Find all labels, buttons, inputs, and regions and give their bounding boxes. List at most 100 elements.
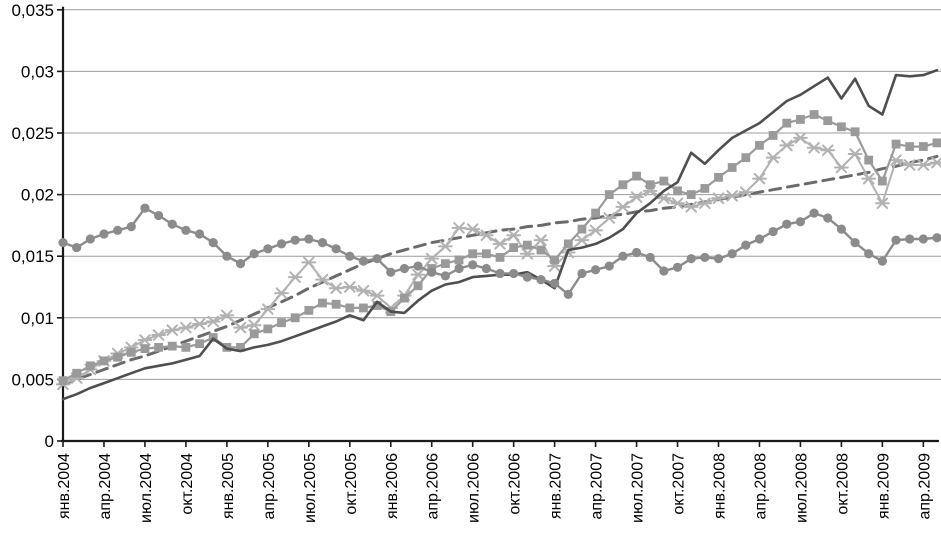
series-circle-markers-point xyxy=(153,210,164,221)
series-circle-markers-point xyxy=(72,242,82,253)
series-square-markers-point xyxy=(823,116,833,126)
series-star-markers-point xyxy=(178,321,194,334)
x-tick-label: июл.2005 xyxy=(302,453,319,523)
series-square-markers-point xyxy=(113,352,123,362)
series-square-markers-point xyxy=(85,361,95,371)
series-star-markers-point xyxy=(601,212,617,224)
x-tick-label: янв.2006 xyxy=(384,453,401,519)
series-star-markers-point xyxy=(615,201,631,213)
series-star-markers-point xyxy=(588,224,603,237)
series-circle-markers-point xyxy=(454,263,464,274)
series-circle-markers-point xyxy=(768,226,778,237)
series-circle-markers-point xyxy=(276,239,287,249)
series-star-markers-point xyxy=(233,321,248,334)
series-circle-markers-point xyxy=(440,271,450,281)
series-star-markers-point xyxy=(779,139,795,152)
series-circle-markers-point xyxy=(577,268,587,279)
y-tick-label: 0,015 xyxy=(11,247,54,266)
x-tick-label: янв.2004 xyxy=(56,453,73,519)
series-circle-markers-point xyxy=(85,234,95,244)
series-circle-markers-point xyxy=(509,268,519,279)
series-star-markers-point xyxy=(164,324,180,336)
series-square-markers-point xyxy=(195,339,204,349)
series-square-markers-point xyxy=(864,155,874,165)
series-square-markers-point xyxy=(700,184,710,193)
series-square-markers-point xyxy=(413,281,423,291)
series-square-markers-point xyxy=(891,139,901,149)
series-circle-markers-point xyxy=(235,258,246,269)
series-circle-markers-point xyxy=(399,263,410,274)
series-circle-markers-point xyxy=(877,256,887,266)
series-star-markers-point xyxy=(437,240,453,253)
series-square-markers-point xyxy=(277,318,286,328)
y-tick-label: 0,03 xyxy=(21,62,54,81)
series-star-markers-point xyxy=(137,334,153,346)
series-star-markers-point xyxy=(424,252,440,265)
series-circle-markers-point xyxy=(468,260,478,270)
series-circle-markers-point xyxy=(113,225,123,235)
series-square-markers-point xyxy=(796,115,805,124)
series-star-markers-point xyxy=(151,329,166,341)
series-circle-markers-point xyxy=(194,229,205,239)
series-circle-markers-point xyxy=(631,247,642,258)
series-square-markers-point xyxy=(181,342,191,352)
series-circle-markers-point xyxy=(290,235,300,245)
series-square-markers-point xyxy=(604,190,614,199)
series-square-markers-point xyxy=(932,138,941,148)
x-tick-label: июл.2007 xyxy=(630,453,647,523)
series-star-markers-point xyxy=(492,238,508,250)
series-circle-markers-point xyxy=(918,234,928,244)
series-circle-markers-point xyxy=(618,251,628,261)
series-star-markers-point xyxy=(328,282,344,295)
series-square-markers-point xyxy=(454,255,464,265)
series-square-markers-point xyxy=(714,172,723,182)
series-square-markers-point xyxy=(837,122,846,132)
series-circle-markers-point xyxy=(932,233,941,243)
series-circle-markers-point xyxy=(754,234,765,244)
series-circle-markers-point xyxy=(905,234,915,244)
series-star-markers-point xyxy=(574,234,590,246)
series-circle-markers-point xyxy=(836,224,847,234)
series-circle-markers-point xyxy=(167,219,177,229)
x-tick-label: окт.2004 xyxy=(179,453,196,515)
x-tick-label: окт.2008 xyxy=(834,453,851,515)
series-circle-markers-point xyxy=(645,252,655,263)
series-circle-markers-point xyxy=(782,219,792,229)
x-tick-label: янв.2008 xyxy=(712,453,729,519)
series-circle-markers-point xyxy=(495,268,505,279)
series-circle-markers-point xyxy=(99,229,109,239)
series-circle-markers-point xyxy=(700,252,710,263)
x-tick-label: апр.2009 xyxy=(916,453,933,520)
series-square-markers-point xyxy=(468,249,478,259)
series-star-markers-point xyxy=(192,318,207,330)
series-star-markers-point xyxy=(519,247,535,260)
series-star-markers-point xyxy=(670,197,685,210)
series-circle-markers-point xyxy=(345,251,355,261)
series-circle-markers-point xyxy=(864,249,874,259)
series-square-markers-point xyxy=(440,259,450,268)
series-circle-markers-point xyxy=(727,249,737,259)
series-star-markers-point xyxy=(629,191,644,203)
x-tick-label: янв.2009 xyxy=(875,453,892,519)
series-square-markers-point xyxy=(632,171,641,181)
x-tick-label: янв.2007 xyxy=(548,453,565,519)
y-tick-label: 0,01 xyxy=(21,309,54,328)
series-circle-markers-point xyxy=(604,261,614,271)
series-star-markers-point xyxy=(356,284,371,297)
series-circle-markers-point xyxy=(536,275,546,285)
series-star-markers-point xyxy=(793,132,808,144)
series-square-markers-point xyxy=(673,186,682,196)
series-star-markers-point xyxy=(806,141,822,154)
series-circle-markers-point xyxy=(563,289,573,299)
series-circle-markers-point xyxy=(181,225,191,235)
series-square-markers-point xyxy=(318,298,327,308)
series-square-markers-point xyxy=(99,356,109,366)
series-star-markers-point xyxy=(369,289,385,302)
series-square-markers-point xyxy=(618,180,628,190)
series-square-markers-point xyxy=(727,163,737,172)
series-square-markers-point xyxy=(563,239,573,249)
series-star-markers-point xyxy=(342,281,358,293)
series-circle-markers-point xyxy=(850,238,860,248)
y-tick-label: 0,025 xyxy=(11,124,54,143)
